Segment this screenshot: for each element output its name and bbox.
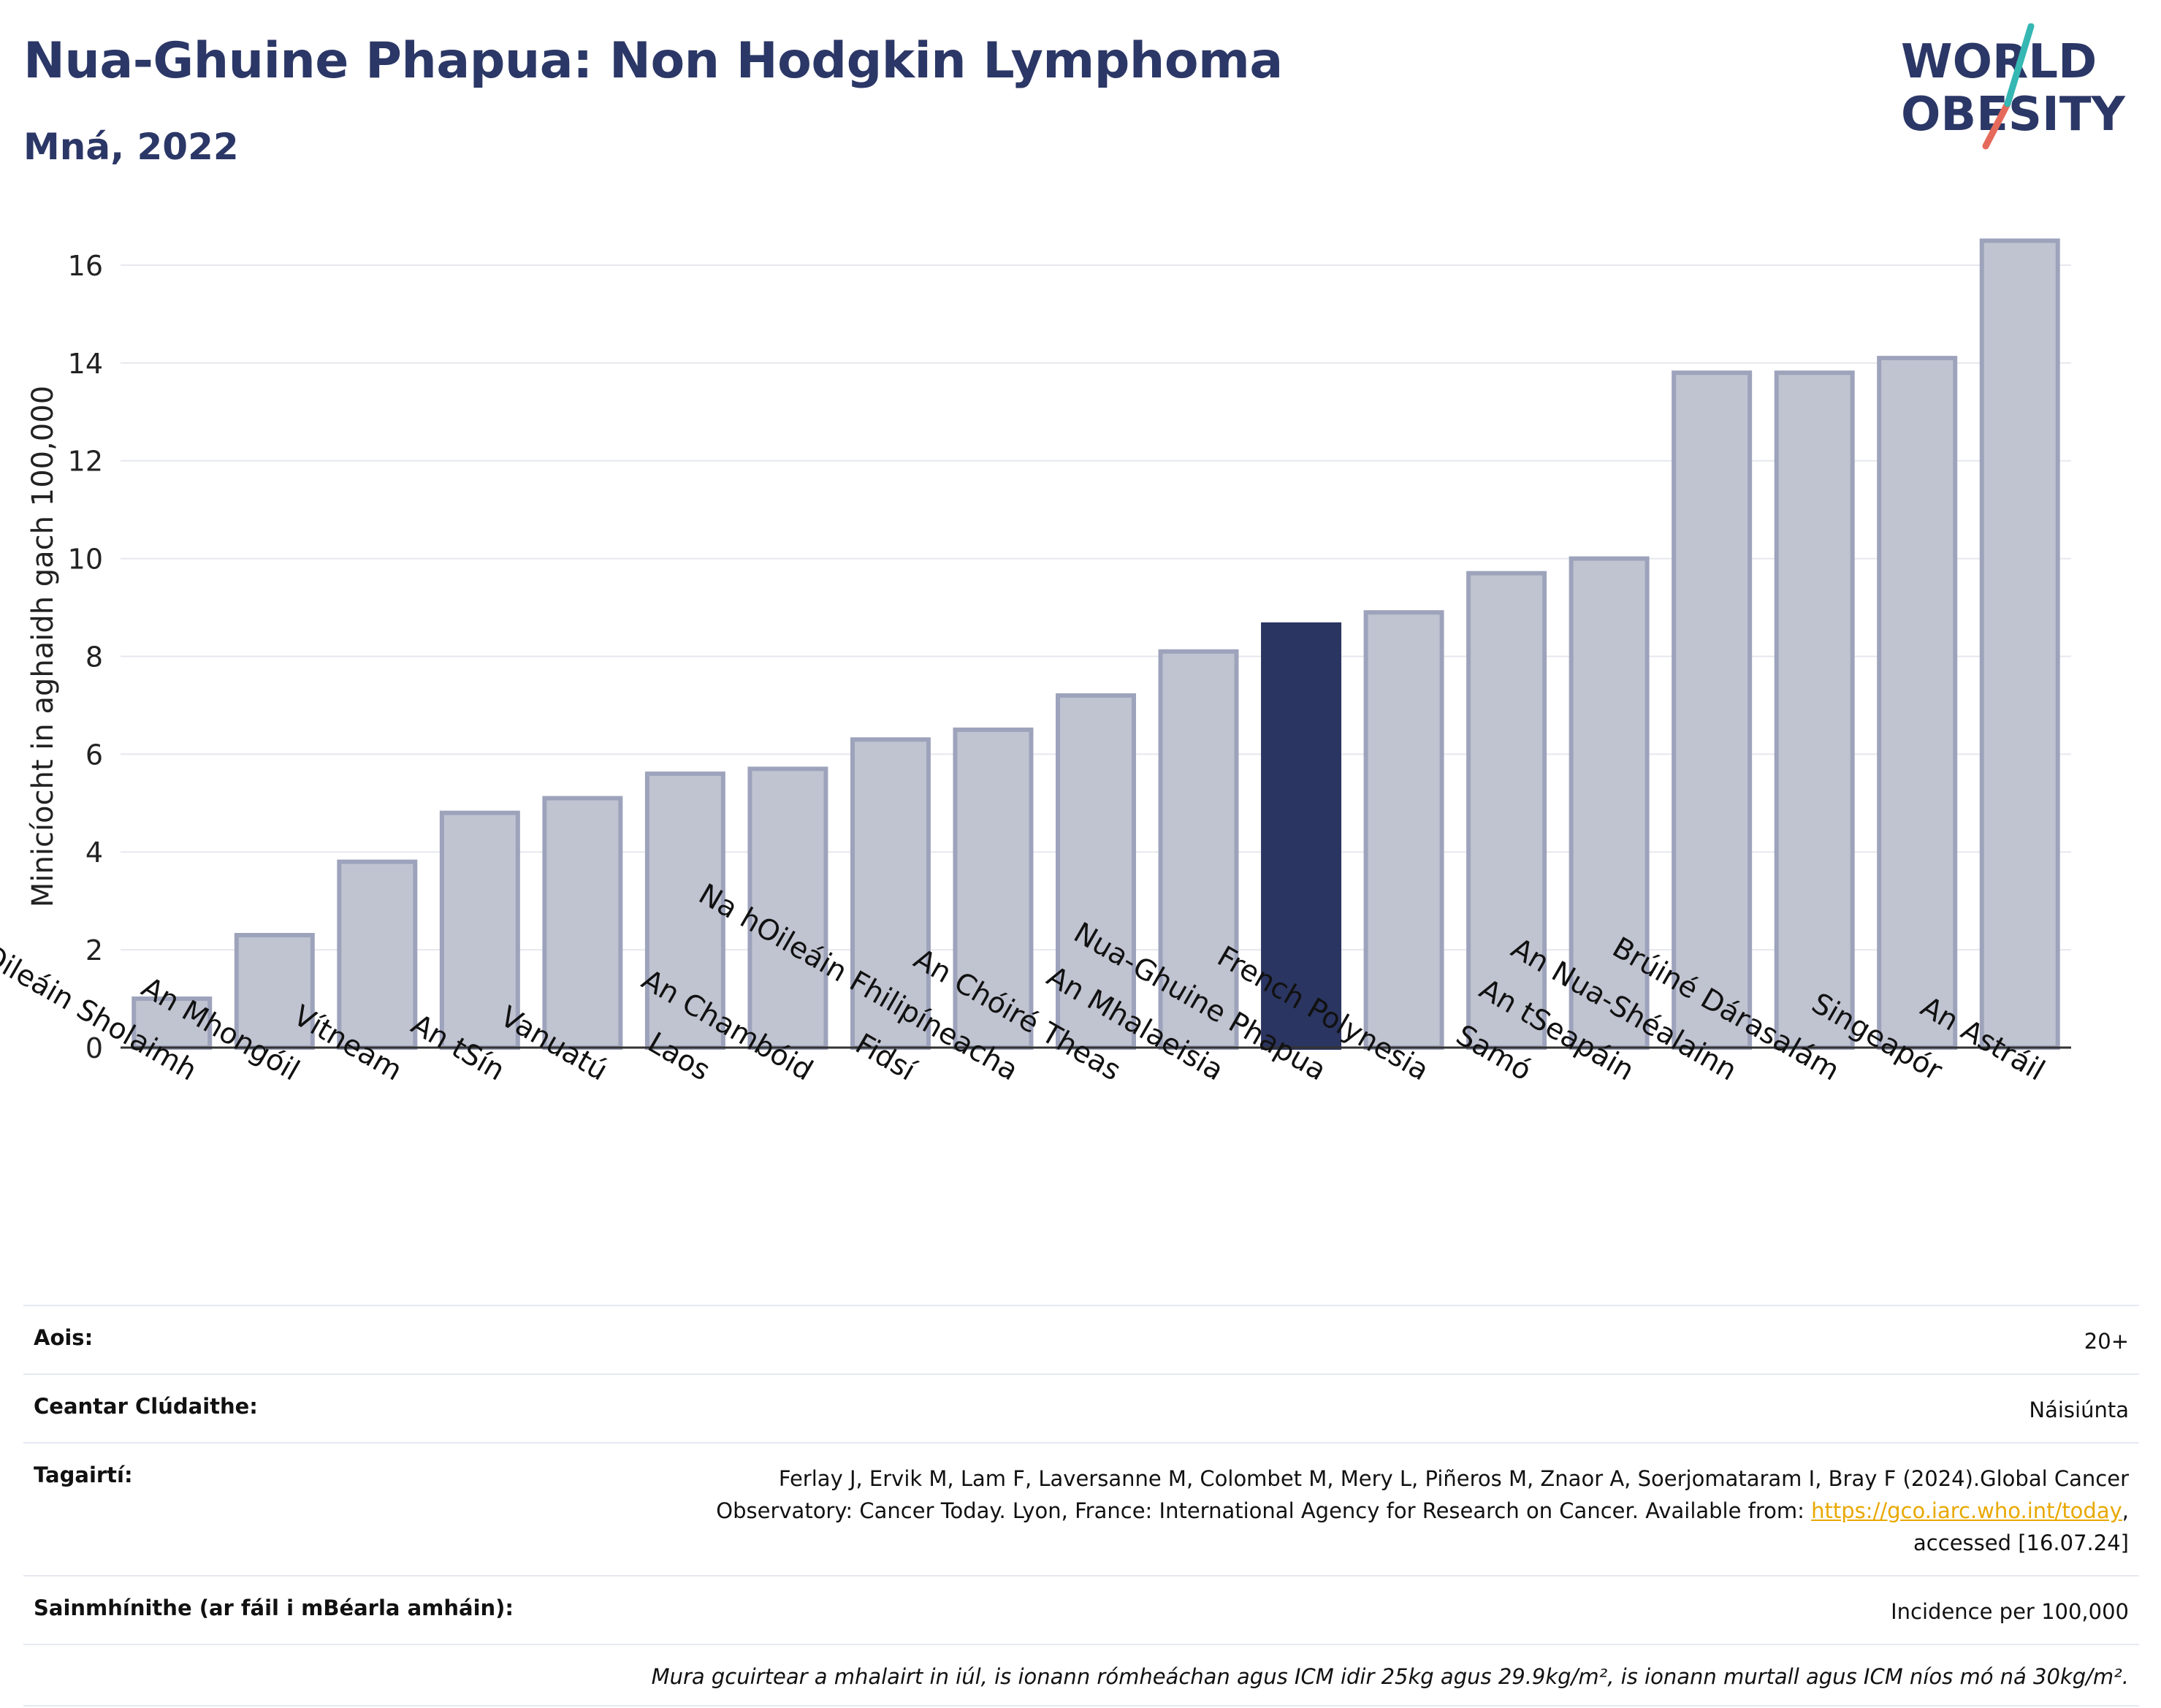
references-link[interactable]: https://gco.iarc.who.int/today (1811, 1498, 2122, 1523)
bar-16[interactable] (1774, 370, 1855, 1050)
world-obesity-logo: WORLD OBESITY (1901, 23, 2125, 150)
references-line-2-end: , (2122, 1498, 2129, 1523)
logo-slash-coral (1982, 100, 2011, 150)
bar-7[interactable] (850, 737, 931, 1050)
page-subtitle: Mná, 2022 (23, 126, 239, 168)
bar-12[interactable] (1363, 610, 1444, 1050)
info-row-age: Aois: 20+ (23, 1305, 2139, 1373)
bar-10[interactable] (1158, 649, 1239, 1050)
references-line-1: Ferlay J, Ervik M, Lam F, Laversanne M, … (778, 1466, 2129, 1491)
references-line-3: accessed [16.07.24] (1913, 1530, 2129, 1555)
bar-11[interactable] (1261, 622, 1342, 1050)
bar-13[interactable] (1466, 571, 1547, 1050)
info-row-definitions: Sainmhínithe (ar fáil i mBéarla amháin):… (23, 1575, 2139, 1644)
references-label: Tagairtí: (34, 1463, 133, 1487)
y-tick-label: 4 (85, 836, 103, 869)
y-tick-label: 10 (68, 544, 103, 576)
logo-slash-teal (2004, 23, 2035, 107)
y-tick-label: 12 (68, 446, 103, 478)
chart-bars (132, 238, 2060, 1051)
y-tick-label: 8 (85, 641, 103, 673)
bar-5[interactable] (644, 771, 725, 1050)
info-row-note: Mura gcuirtear a mhalairt in iúl, is ion… (23, 1644, 2139, 1707)
bar-17[interactable] (1877, 356, 1958, 1051)
info-row-references: Tagairtí: Ferlay J, Ervik M, Lam F, Lave… (23, 1442, 2139, 1575)
bar-4[interactable] (542, 796, 623, 1050)
obesity-note: Mura gcuirtear a mhalairt in iúl, is ion… (651, 1664, 2129, 1689)
bar-3[interactable] (439, 810, 520, 1051)
age-label: Aois: (34, 1325, 94, 1350)
info-row-area: Ceantar Clúdaithe: Náisiúnta (23, 1373, 2139, 1442)
y-axis-ticks: 0 2 4 6 8 10 12 14 16 (68, 250, 103, 1064)
y-tick-label: 0 (85, 1032, 103, 1064)
area-value: Náisiúnta (2029, 1398, 2129, 1422)
references-line-2: Observatory: Cancer Today. Lyon, France:… (716, 1498, 1812, 1523)
definitions-label: Sainmhínithe (ar fáil i mBéarla amháin): (34, 1595, 514, 1620)
bar-14[interactable] (1569, 556, 1650, 1050)
bar-9[interactable] (1056, 693, 1136, 1051)
y-tick-label: 14 (68, 348, 103, 380)
logo-line-1: WORLD (1901, 35, 2097, 89)
bar-2[interactable] (337, 859, 418, 1050)
info-table: Aois: 20+ Ceantar Clúdaithe: Náisiúnta T… (23, 1305, 2139, 1707)
definitions-value: Incidence per 100,000 (1891, 1599, 2129, 1624)
age-value: 20+ (2084, 1329, 2129, 1354)
page-title: Nua-Ghuine Phapua: Non Hodgkin Lymphoma (23, 32, 1283, 90)
y-tick-label: 2 (85, 934, 103, 967)
y-tick-label: 16 (68, 250, 103, 282)
y-axis-label: Minicíocht in aghaidh gach 100,000 (26, 386, 60, 907)
bar-8[interactable] (953, 727, 1034, 1050)
bar-18[interactable] (1979, 238, 2060, 1050)
references-value: Ferlay J, Ervik M, Lam F, Laversanne M, … (716, 1463, 2129, 1559)
y-tick-label: 6 (85, 739, 103, 771)
bar-15[interactable] (1672, 370, 1753, 1050)
area-label: Ceantar Clúdaithe: (34, 1394, 258, 1419)
logo-line-2: OBESITY (1901, 88, 2125, 142)
